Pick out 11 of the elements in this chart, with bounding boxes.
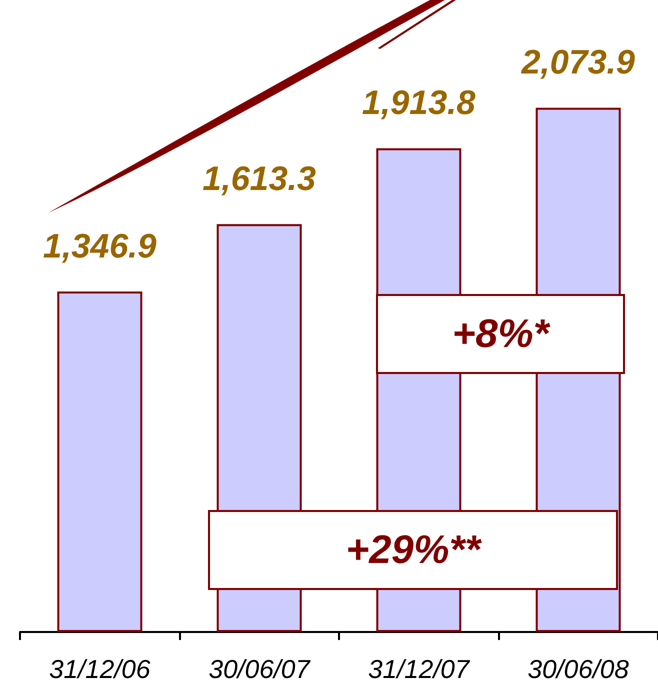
annotation: +8%* [452,312,549,356]
x-tick-label: 31/12/06 [49,654,151,684]
x-tick-label: 31/12/07 [368,654,471,684]
annotation: +29%** [346,528,480,572]
data-label: 1,913.8 [362,84,476,122]
data-label: 2,073.9 [520,44,636,82]
data-label: 1,613.3 [202,160,316,198]
x-tick-label: 30/06/08 [528,654,630,684]
data-label: 1,346.9 [43,228,157,266]
bar [57,292,142,632]
x-tick-label: 30/06/07 [208,654,312,684]
